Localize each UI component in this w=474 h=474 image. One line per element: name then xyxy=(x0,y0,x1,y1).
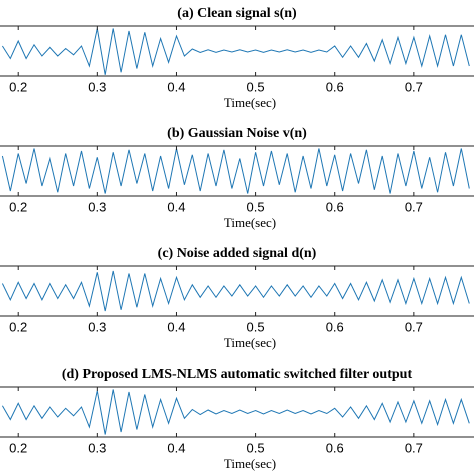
x-tick-label: 0.2 xyxy=(9,440,27,455)
x-tick-label: 0.5 xyxy=(247,199,265,214)
x-tick-label: 0.2 xyxy=(9,79,27,94)
x-tick-label: 0.7 xyxy=(405,440,423,455)
waveform xyxy=(1,28,470,75)
x-tick-label: 0.2 xyxy=(9,319,27,334)
x-tick-label: 0.6 xyxy=(326,319,344,334)
x-tick-label: 0.3 xyxy=(88,440,106,455)
x-tick-label: 0.6 xyxy=(326,199,344,214)
x-tick-label: 0.7 xyxy=(405,199,423,214)
x-tick-label: 0.6 xyxy=(326,440,344,455)
x-tick-label: 0.4 xyxy=(167,319,185,334)
x-tick-label: 0.4 xyxy=(167,79,185,94)
x-tick-label: 0.4 xyxy=(167,440,185,455)
x-axis-label: Time(sec) xyxy=(224,335,276,350)
x-tick-label: 0.3 xyxy=(88,199,106,214)
chart-title: (c) Noise added signal d(n) xyxy=(158,246,317,261)
chart-title: (a) Clean signal s(n) xyxy=(177,6,297,21)
x-tick-label: 0.3 xyxy=(88,319,106,334)
chart-title: (b) Gaussian Noise v(n) xyxy=(167,126,307,141)
x-axis-label: Time(sec) xyxy=(224,95,276,110)
x-tick-label: 0.4 xyxy=(167,199,185,214)
x-tick-label: 0.2 xyxy=(9,199,27,214)
x-tick-label: 0.3 xyxy=(88,79,106,94)
waveform xyxy=(1,270,470,312)
x-axis-label: Time(sec) xyxy=(224,456,276,471)
x-tick-label: 0.5 xyxy=(247,440,265,455)
x-tick-label: 0.5 xyxy=(247,319,265,334)
waveform xyxy=(1,389,470,435)
x-tick-label: 0.6 xyxy=(326,79,344,94)
x-tick-label: 0.7 xyxy=(405,319,423,334)
chart-title: (d) Proposed LMS-NLMS automatic switched… xyxy=(62,367,413,382)
x-tick-label: 0.7 xyxy=(405,79,423,94)
x-tick-label: 0.5 xyxy=(247,79,265,94)
x-axis-label: Time(sec) xyxy=(224,215,276,230)
waveform xyxy=(1,148,470,194)
